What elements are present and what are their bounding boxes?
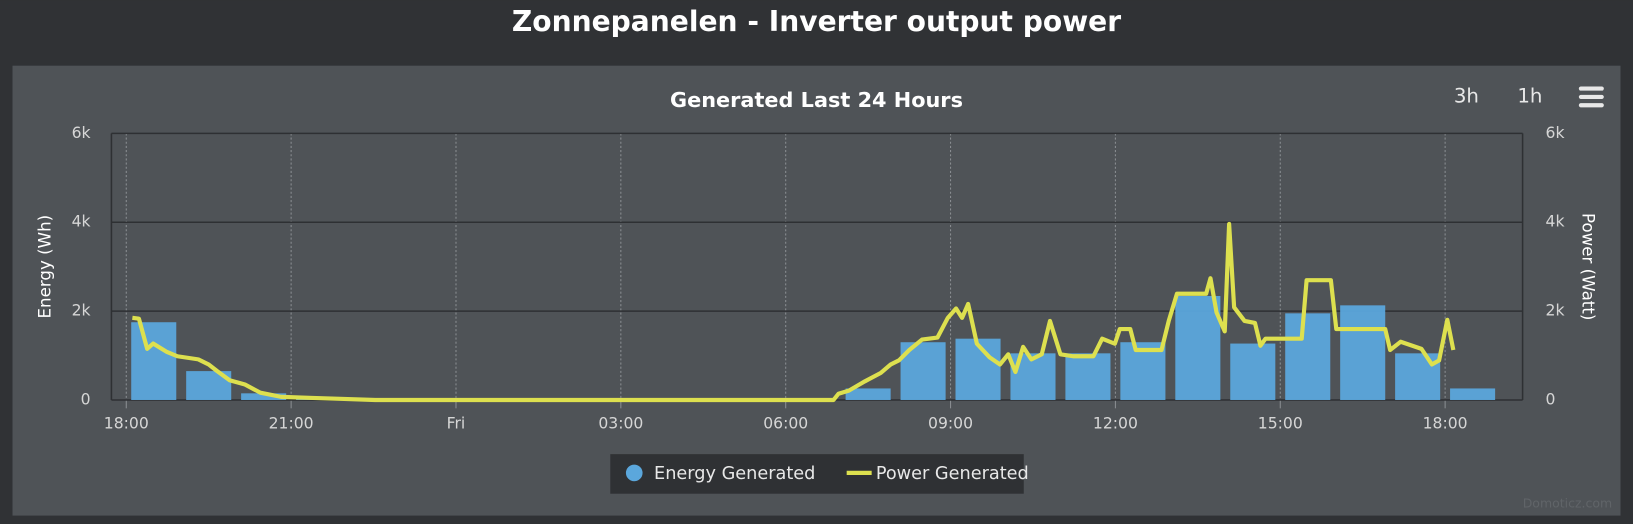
- chart-panel: [12, 65, 1621, 516]
- y-tick-label: 2k: [72, 302, 91, 320]
- legend-marker: [625, 464, 643, 482]
- y-tick-label: 0: [81, 390, 91, 408]
- y-axis-title: Energy (Wh): [35, 215, 54, 319]
- y2-tick-label: 4k: [1546, 213, 1565, 231]
- x-tick-label: Fri: [447, 414, 466, 432]
- menu-icon-bar: [1578, 103, 1604, 108]
- zoom-button[interactable]: 3h: [1454, 84, 1479, 107]
- zoom-button[interactable]: 1h: [1517, 84, 1542, 107]
- x-tick-label: 18:00: [1423, 414, 1468, 432]
- bar: [1065, 353, 1111, 400]
- credits[interactable]: Domoticz.com: [1523, 496, 1612, 511]
- menu-button[interactable]: [1578, 86, 1604, 108]
- bar: [1340, 305, 1386, 400]
- legend-label: Power Generated: [876, 464, 1029, 484]
- chart-title: Generated Last 24 Hours: [670, 88, 963, 112]
- menu-icon-bar: [1578, 94, 1604, 100]
- y2-tick-label: 2k: [1546, 302, 1565, 320]
- x-tick-label: 15:00: [1258, 414, 1303, 432]
- bar: [1450, 388, 1496, 400]
- y-tick-label: 4k: [72, 213, 91, 231]
- y2-axis-title: Power (Watt): [1579, 213, 1598, 320]
- menu-icon-bar: [1578, 86, 1604, 91]
- bar: [1175, 296, 1221, 400]
- x-tick-label: 03:00: [598, 414, 643, 432]
- legend: [610, 454, 1024, 494]
- x-tick-label: 21:00: [269, 414, 314, 432]
- bar: [1285, 313, 1331, 400]
- y2-tick-label: 0: [1546, 390, 1556, 408]
- x-tick-label: 09:00: [928, 414, 973, 432]
- y2-tick-label: 6k: [1546, 124, 1565, 142]
- x-tick-label: 18:00: [104, 414, 149, 432]
- line: [132, 221, 1456, 403]
- x-tick-label: 06:00: [763, 414, 808, 432]
- bar: [845, 388, 891, 400]
- bar: [1395, 353, 1441, 400]
- bar: [241, 393, 287, 400]
- x-tick-label: 12:00: [1093, 414, 1138, 432]
- plot: 18:00 21:00 Fri 03:00 06:00 09:00 12:00 15:00 18…: [72, 124, 1565, 433]
- bar: [131, 322, 177, 400]
- y-tick-label: 6k: [72, 124, 91, 142]
- bar: [1230, 343, 1276, 400]
- bar: [955, 338, 1001, 400]
- page-title: Zonnepanelen - Inverter output power: [512, 5, 1121, 38]
- legend-label: Energy Generated: [654, 464, 815, 484]
